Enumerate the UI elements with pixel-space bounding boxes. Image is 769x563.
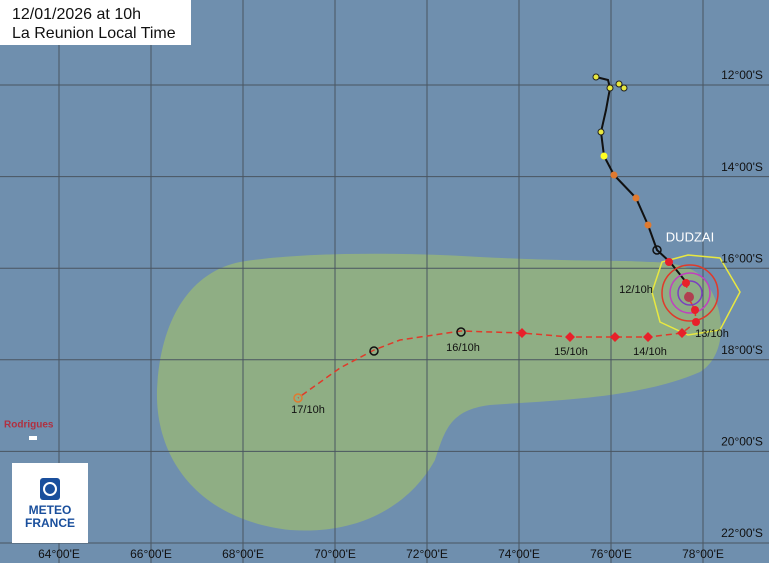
latitude-label: 16°00'S: [721, 251, 763, 265]
track-points: [293, 73, 700, 403]
forecast-cone: [156, 253, 721, 531]
forecast-label: 15/10h: [554, 346, 588, 358]
header-timezone: La Reunion Local Time: [12, 25, 176, 42]
forecast-label: 16/10h: [446, 342, 480, 354]
longitude-label: 78°00'E: [682, 547, 724, 561]
header-date: 12/01/2026 at 10h: [12, 6, 141, 23]
island: [29, 436, 37, 440]
longitude-label: 64°00'E: [38, 547, 80, 561]
latitude-label: 20°00'S: [721, 435, 763, 449]
logo: METEO FRANCE: [12, 463, 88, 543]
forecast-label: 17/10h: [291, 404, 325, 416]
forecast-labels: 12/10h 13/10h 14/10h 15/10h 16/10h 17/10h: [291, 284, 729, 416]
logo-line1: METEO: [29, 503, 72, 517]
wind-radii: [651, 254, 741, 336]
logo-line2: FRANCE: [25, 516, 75, 530]
place-label: Rodrigues: [4, 420, 54, 431]
header-box: [0, 0, 191, 45]
storm-name: DUDZAI: [666, 229, 714, 244]
longitude-label: 70°00'E: [314, 547, 356, 561]
forecast-label: 12/10h: [619, 284, 653, 296]
longitude-label: 74°00'E: [498, 547, 540, 561]
forecast-label: 14/10h: [633, 346, 667, 358]
latitude-label: 12°00'S: [721, 68, 763, 82]
longitude-label: 66°00'E: [130, 547, 172, 561]
latitude-label: 22°00'S: [721, 526, 763, 540]
longitude-label: 76°00'E: [590, 547, 632, 561]
forecast-label: 13/10h: [695, 328, 729, 340]
latitude-label: 18°00'S: [721, 343, 763, 357]
latitude-label: 14°00'S: [721, 160, 763, 174]
longitude-label: 68°00'E: [222, 547, 264, 561]
longitude-label: 72°00'E: [406, 547, 448, 561]
